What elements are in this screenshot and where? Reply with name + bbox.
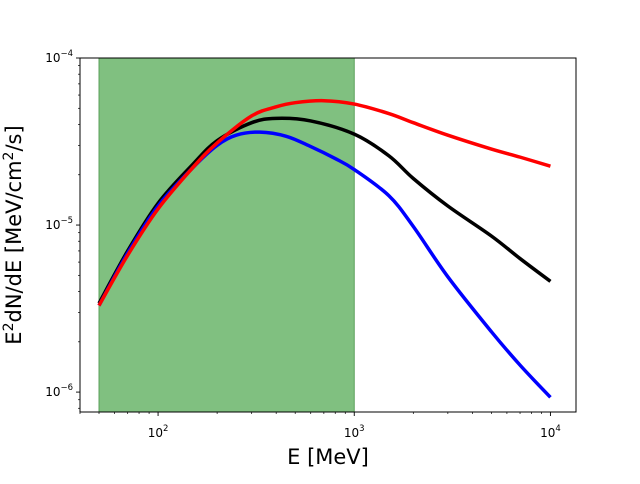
x-tick-label: 102	[148, 424, 169, 440]
y-label-end: /s]	[2, 125, 26, 151]
tick-layer: 102 103 104 10−6 10−5 10−4	[45, 49, 561, 440]
y-label-exp2: 2	[1, 152, 17, 161]
series-line-black	[97, 116, 552, 305]
plot-frame	[79, 57, 577, 413]
y-tick-label: 10−6	[45, 383, 73, 399]
x-tick-label: 104	[540, 424, 561, 440]
y-tick-label: 10−5	[45, 216, 73, 232]
series-layer	[97, 98, 552, 399]
x-axis-label: E [MeV]	[287, 445, 369, 469]
y-tick-label: 10−4	[45, 49, 73, 65]
y-label-mid: dN/dE [MeV/cm	[2, 160, 26, 322]
y-axis-label: E2dN/dE [MeV/cm2/s]	[1, 125, 26, 344]
y-label-base: E	[2, 331, 26, 344]
y-label-exp1: 2	[1, 323, 17, 332]
series-line-red	[97, 98, 551, 307]
x-tick-label: 103	[344, 424, 365, 440]
